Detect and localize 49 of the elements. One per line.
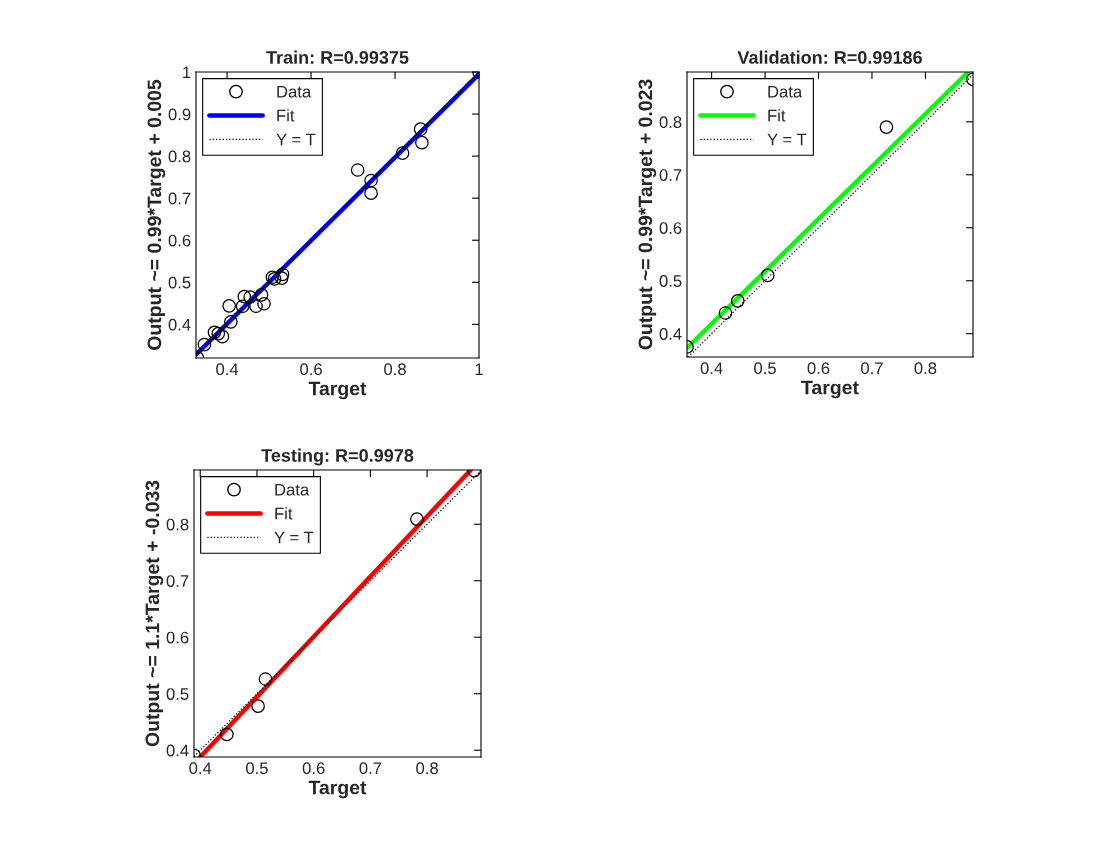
x-tick-label: 1 xyxy=(475,363,483,375)
x-tick-label: 0.8 xyxy=(384,363,406,376)
legend-label: Data xyxy=(277,85,312,98)
x-tick-label: 0.6 xyxy=(807,362,830,375)
legend-label: Data xyxy=(275,483,310,496)
legend-label: Y = T xyxy=(767,133,807,146)
x-axis-title: Target xyxy=(308,381,367,400)
y-axis-title: Output ~= 0.99*Target + 0.005 xyxy=(147,79,166,350)
x-tick-label: 0.6 xyxy=(302,762,325,775)
y-tick-label: 0.4 xyxy=(659,328,682,340)
x-tick-label: 0.8 xyxy=(914,362,937,375)
x-tick-label: 0.4 xyxy=(216,363,239,376)
y-tick-label: 0.6 xyxy=(168,234,191,247)
x-tick-label: 0.5 xyxy=(246,762,268,775)
x-tick-label: 0.8 xyxy=(416,762,438,775)
legend-label: Y = T xyxy=(276,133,316,146)
y-tick-label: 0.5 xyxy=(166,688,189,700)
x-axis-title: Target xyxy=(801,380,859,399)
legend-label: Fit xyxy=(768,109,786,122)
x-tick-label: 0.4 xyxy=(189,762,212,775)
y-tick-label: 0.8 xyxy=(166,518,189,531)
y-tick-label: 0.6 xyxy=(166,631,189,644)
y-axis-title: Output ~= 1.1*Target + -0.033 xyxy=(145,480,164,747)
chart-title: Testing: R=0.9978 xyxy=(261,448,414,466)
x-tick-label: 0.6 xyxy=(300,363,322,376)
x-tick-label: 0.7 xyxy=(861,362,883,375)
y-tick-label: 0.7 xyxy=(659,169,682,181)
x-axis-title: Target xyxy=(308,780,367,799)
legend-label: Fit xyxy=(275,507,293,520)
y-tick-label: 0.4 xyxy=(168,318,191,331)
legend-label: Y = T xyxy=(274,531,314,544)
y-tick-label: 0.8 xyxy=(168,150,191,163)
legend-label: Data xyxy=(768,85,803,98)
x-tick-label: 0.7 xyxy=(359,762,382,775)
y-tick-label: 0.7 xyxy=(168,192,191,205)
y-tick-label: 1 xyxy=(183,66,191,79)
x-tick-label: 0.4 xyxy=(700,362,723,375)
y-tick-label: 0.9 xyxy=(168,108,191,121)
legend-label: Fit xyxy=(277,109,295,122)
y-tick-label: 0.7 xyxy=(166,575,189,587)
x-tick-label: 0.5 xyxy=(754,362,776,375)
y-tick-label: 0.8 xyxy=(659,116,682,128)
chart-title: Validation: R=0.99186 xyxy=(737,50,922,64)
y-tick-label: 0.5 xyxy=(168,276,191,289)
y-tick-label: 0.5 xyxy=(659,275,682,287)
y-axis-title: Output ~= 0.99*Target + 0.023 xyxy=(638,79,657,350)
y-tick-label: 0.6 xyxy=(659,222,682,234)
chart-title: Train: R=0.99375 xyxy=(266,50,409,64)
y-tick-label: 0.4 xyxy=(166,744,189,757)
